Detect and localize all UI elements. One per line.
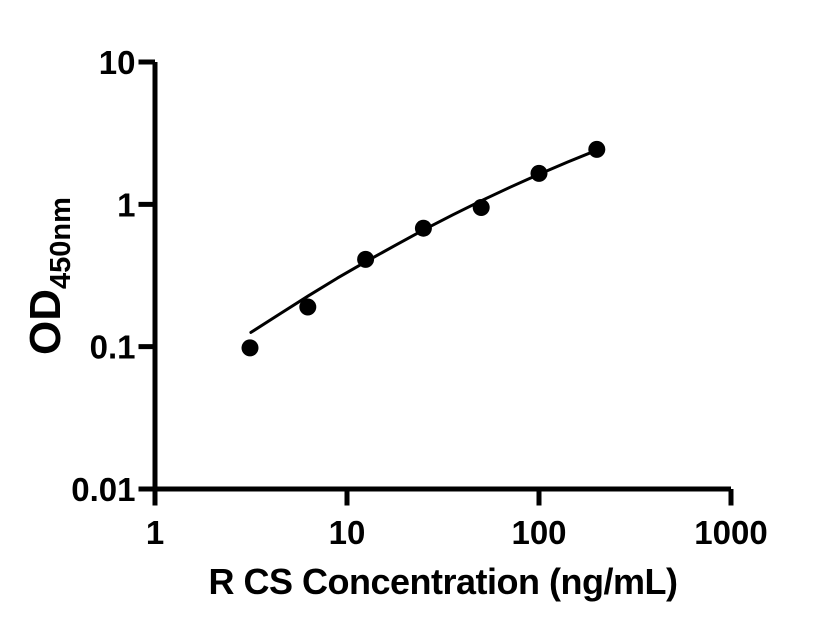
x-axis-title: R CS Concentration (ng/mL) [208,561,678,602]
data-point [357,250,375,268]
x-tick-label: 10 [329,514,366,551]
x-tick-label: 1000 [694,514,767,551]
y-axis-title-text: OD [21,288,70,355]
x-tick-label: 1 [146,514,164,551]
data-point [472,199,490,216]
data-point [241,339,259,357]
axis-frame [152,62,731,492]
y-tick-label: 0.01 [71,471,135,508]
data-point [588,140,606,158]
y-tick-label: 1 [117,186,135,223]
data-point [414,219,432,237]
y-axis-title-subscript: 450nm [44,197,77,289]
y-axis-title: OD450nm [21,166,77,386]
data-point [530,164,548,182]
x-tick-label: 100 [511,514,566,551]
y-tick-label: 10 [99,44,136,81]
data-point [299,298,317,316]
y-tick-label: 0.1 [90,329,136,366]
